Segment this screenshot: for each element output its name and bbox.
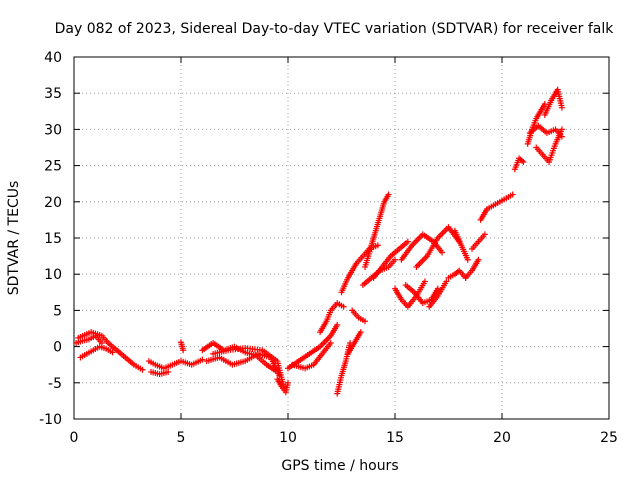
data-point xyxy=(520,158,527,165)
y-tick-label: 25 xyxy=(44,159,62,175)
x-tick-label: 25 xyxy=(600,430,618,446)
data-series xyxy=(477,191,516,223)
data-point xyxy=(509,191,516,198)
data-series xyxy=(541,86,565,118)
data-point xyxy=(392,256,398,263)
data-point xyxy=(165,368,172,375)
y-tick-label: 40 xyxy=(44,50,62,66)
data-point xyxy=(374,242,381,249)
data-series xyxy=(511,155,527,173)
data-series xyxy=(178,339,187,354)
data-series xyxy=(462,256,482,281)
data-point xyxy=(139,366,146,373)
data-series xyxy=(75,329,146,373)
data-point xyxy=(439,249,446,256)
y-tick-label: -10 xyxy=(39,412,62,428)
x-tick-label: 0 xyxy=(70,430,79,446)
y-tick-label: 15 xyxy=(44,231,62,247)
data-series xyxy=(77,343,116,361)
y-tick-label: 5 xyxy=(53,303,62,319)
data-series xyxy=(148,368,172,378)
data-point xyxy=(558,104,565,111)
data-series xyxy=(289,339,334,372)
axis-ticks: 0 5 10 15 20 25 -10 -5 0 5 10 15 20 25 30 35 40 xyxy=(39,50,618,446)
data-point xyxy=(421,278,428,285)
data-series xyxy=(317,300,347,336)
x-tick-label: 10 xyxy=(279,430,297,446)
x-axis-label: GPS time / hours xyxy=(281,458,398,474)
data-series xyxy=(285,321,341,372)
data-series xyxy=(338,242,381,296)
data-markers xyxy=(73,86,565,397)
grid-lines xyxy=(74,57,609,419)
data-point xyxy=(464,256,471,263)
data-series xyxy=(210,345,287,390)
chart-title: Day 082 of 2023, Sidereal Day-to-day VTE… xyxy=(55,21,615,37)
data-point xyxy=(98,339,105,346)
data-series xyxy=(362,191,392,270)
data-series xyxy=(349,307,369,325)
y-tick-label: 0 xyxy=(53,340,62,356)
x-tick-label: 5 xyxy=(177,430,186,446)
data-point xyxy=(443,278,450,285)
data-point xyxy=(362,318,369,325)
data-point xyxy=(334,321,341,328)
data-point xyxy=(285,379,291,386)
data-point xyxy=(340,303,347,310)
data-point xyxy=(404,238,411,245)
data-series xyxy=(274,376,291,396)
data-series xyxy=(451,227,471,263)
y-tick-label: 10 xyxy=(44,267,62,283)
data-series xyxy=(469,231,488,252)
y-tick-label: 30 xyxy=(44,122,62,138)
y-tick-label: -5 xyxy=(48,376,62,392)
y-tick-label: 20 xyxy=(44,195,62,211)
data-series xyxy=(370,238,411,281)
data-point xyxy=(481,231,488,238)
data-point xyxy=(558,126,565,133)
data-series xyxy=(402,282,441,307)
x-tick-label: 20 xyxy=(493,430,511,446)
data-series xyxy=(344,329,364,357)
y-axis-label: SDTVAR / TECUs xyxy=(6,181,22,296)
data-point xyxy=(357,329,364,336)
data-point xyxy=(475,256,482,263)
data-series xyxy=(524,101,548,147)
data-point xyxy=(558,133,565,140)
data-series xyxy=(145,356,206,372)
data-series xyxy=(73,332,105,346)
y-tick-label: 35 xyxy=(44,86,62,102)
data-series xyxy=(426,278,450,310)
x-tick-label: 15 xyxy=(386,430,404,446)
data-point xyxy=(327,339,334,346)
data-point xyxy=(199,356,206,363)
data-point xyxy=(109,349,116,356)
data-point xyxy=(180,347,187,354)
data-series xyxy=(526,122,565,140)
data-point xyxy=(434,285,441,292)
data-point xyxy=(385,191,392,198)
